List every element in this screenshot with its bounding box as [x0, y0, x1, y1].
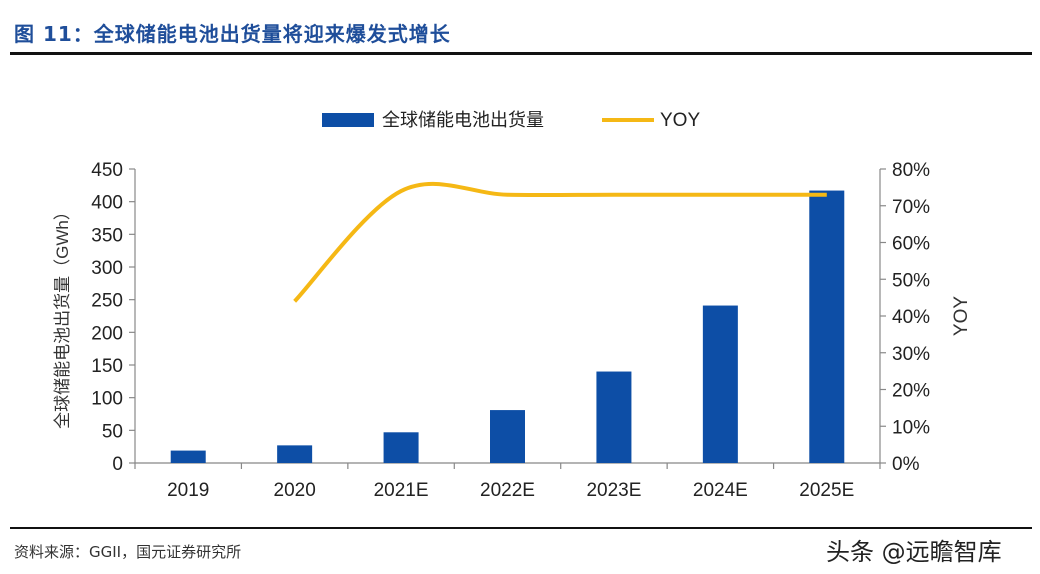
figure-title: 图 11：全球储能电池出货量将迎来爆发式增长: [14, 22, 451, 46]
y-tick-left-label: 150: [91, 356, 123, 377]
x-tick-label: 2024E: [693, 480, 748, 501]
bar: [596, 371, 632, 463]
source-note: 资料来源：GGII，国元证券研究所: [14, 543, 242, 561]
bar: [490, 410, 525, 463]
y-tick-right-label: 40%: [892, 307, 930, 328]
y-tick-right-label: 20%: [892, 381, 930, 402]
bottom-rule: [10, 527, 1032, 529]
top-rule: [10, 52, 1032, 55]
watermark: 头条 @远瞻智库: [826, 538, 1002, 566]
legend-label-bar: 全球储能电池出货量: [382, 110, 544, 130]
y-tick-left-label: 300: [91, 258, 123, 279]
bar: [383, 432, 419, 463]
y-tick-left-label: 0: [112, 454, 123, 475]
bar: [702, 305, 738, 463]
x-tick-label: 2020: [274, 480, 316, 501]
y-tick-left-label: 350: [91, 225, 123, 246]
x-tick-label: 2021E: [374, 480, 429, 501]
x-tick-label: 2022E: [480, 480, 535, 501]
y-tick-right-label: 30%: [892, 344, 930, 365]
x-tick-label: 2023E: [586, 480, 641, 501]
y-axis-label-right: YOY: [951, 296, 972, 336]
y-tick-right-label: 50%: [892, 270, 930, 291]
y-tick-right-label: 10%: [892, 417, 930, 438]
yoy-series-line: [293, 181, 827, 303]
y-tick-right-label: 60%: [892, 234, 930, 255]
bar: [170, 450, 206, 463]
y-tick-left-label: 50: [102, 421, 123, 442]
bar: [809, 190, 845, 463]
y-tick-left-label: 450: [91, 160, 123, 181]
y-tick-right-label: 0%: [892, 454, 920, 475]
y-tick-left-label: 200: [91, 323, 123, 344]
y-tick-left-label: 100: [91, 389, 123, 410]
legend-label-line: YOY: [660, 110, 700, 131]
y-tick-right-label: 70%: [892, 197, 930, 218]
legend-swatch-bar: [322, 113, 374, 127]
y-axis-label-left: 全球储能电池出货量（GWh）: [53, 203, 72, 429]
x-tick-label: 2025E: [799, 480, 854, 501]
bar: [277, 445, 313, 463]
y-tick-right-label: 80%: [892, 160, 930, 181]
y-tick-left-label: 400: [91, 193, 123, 214]
x-tick-label: 2019: [167, 480, 209, 501]
y-tick-left-label: 250: [91, 291, 123, 312]
legend: 全球储能电池出货量 YOY: [322, 110, 700, 131]
